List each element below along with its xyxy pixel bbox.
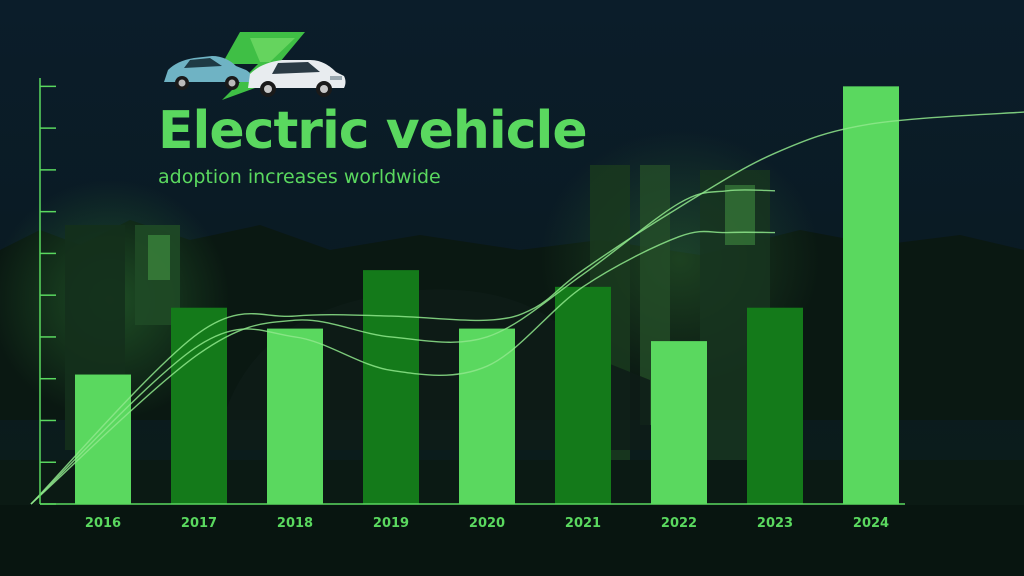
trend-line-3 (30, 111, 1024, 505)
bar-2017 (171, 307, 227, 504)
title-block: Electric vehicle adoption increases worl… (158, 100, 588, 190)
electric-car-icon (164, 32, 346, 100)
x-tick-labels: 2016 2017 2018 2019 2020 2021 2022 2023 2024 (85, 516, 889, 531)
chart-subtitle: adoption increases worldwide (158, 166, 441, 188)
chart-title: Electric vehicle (158, 101, 588, 161)
bar-2020 (459, 328, 515, 504)
x-tick-label-2020: 2020 (469, 516, 505, 531)
car-white-icon (248, 60, 346, 97)
x-tick-label-2018: 2018 (277, 516, 313, 531)
bar-2022 (651, 341, 707, 504)
x-tick-label-2019: 2019 (373, 516, 409, 531)
x-tick-label-2024: 2024 (853, 516, 889, 531)
trend-line-1 (30, 189, 776, 505)
bar-2018 (267, 328, 323, 504)
bar-2019 (363, 270, 419, 504)
axes (39, 78, 905, 505)
x-tick-label-2016: 2016 (85, 516, 121, 531)
x-tick-label-2017: 2017 (181, 516, 217, 531)
car-blue-icon (164, 56, 252, 90)
bar-2021 (555, 286, 611, 504)
bar-2016 (75, 374, 131, 504)
x-tick-label-2021: 2021 (565, 516, 601, 531)
bar-2024 (843, 86, 899, 505)
trend-line-2 (30, 230, 776, 505)
x-tick-label-2023: 2023 (757, 516, 793, 531)
bars (75, 86, 899, 505)
bar-2023 (747, 307, 803, 504)
trend-lines (30, 111, 1024, 505)
x-tick-label-2022: 2022 (661, 516, 697, 531)
